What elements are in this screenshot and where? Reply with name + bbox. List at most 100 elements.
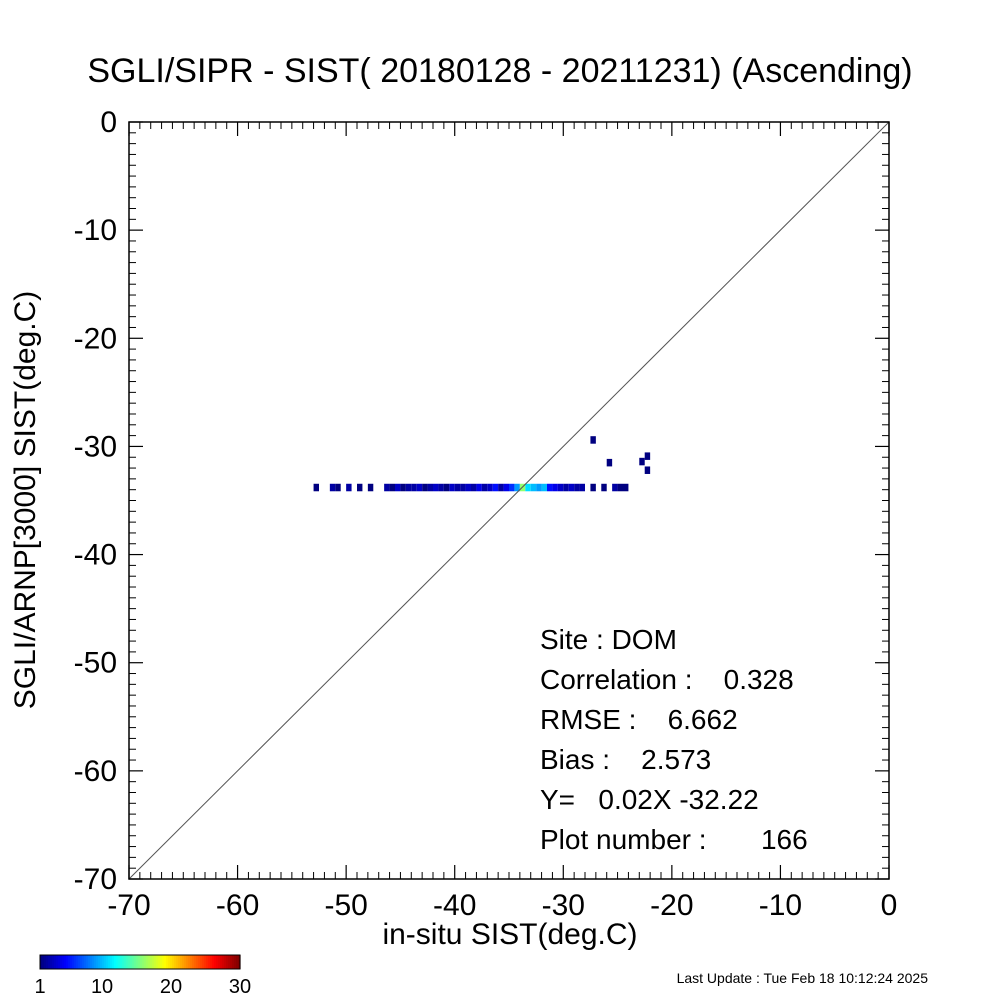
x-axis-label: in-situ SIST(deg.C) — [382, 918, 638, 951]
heatmap-cell — [433, 483, 439, 492]
stats-panel: Site : DOM Correlation : 0.328 RMSE : 6.… — [540, 620, 808, 860]
colorbar-segment — [100, 955, 103, 969]
colorbar: 1 10 20 30 — [34, 954, 251, 998]
colorbar-segment — [104, 955, 107, 969]
heatmap-cell — [416, 483, 423, 492]
colorbar-segment — [86, 955, 89, 969]
heatmap-cell — [481, 483, 488, 492]
heatmap-cell — [367, 483, 374, 492]
colorbar-segment — [208, 955, 211, 969]
heatmap-cell — [563, 483, 569, 492]
colorbar-segment — [212, 955, 215, 969]
colorbar-segment — [40, 955, 43, 969]
colorbar-segment — [238, 955, 241, 969]
colorbar-tick-label: 10 — [91, 976, 113, 998]
colorbar-segment — [70, 955, 73, 969]
colorbar-segment — [196, 955, 199, 969]
colorbar-segment — [186, 955, 189, 969]
heatmap-cell — [405, 483, 412, 492]
heatmap-cell — [503, 483, 509, 492]
stat-correlation: Correlation : 0.328 — [540, 664, 794, 695]
colorbar-segment — [46, 955, 49, 969]
heatmap-cell — [465, 483, 471, 492]
y-tick-label: -30 — [74, 430, 117, 463]
colorbar-segment — [84, 955, 87, 969]
heatmap-cell — [443, 483, 450, 492]
colorbar-segment — [180, 955, 183, 969]
colorbar-segment — [128, 955, 131, 969]
colorbar-segment — [236, 955, 239, 969]
y-tick-label: -70 — [74, 863, 117, 896]
colorbar-segment — [200, 955, 203, 969]
heatmap-cell — [601, 483, 607, 492]
colorbar-segment — [68, 955, 71, 969]
colorbar-segment — [72, 955, 75, 969]
heatmap-cell — [509, 483, 515, 492]
colorbar-segment — [174, 955, 177, 969]
colorbar-segment — [144, 955, 147, 969]
colorbar-segment — [94, 955, 97, 969]
colorbar-segment — [60, 955, 63, 969]
heatmap-cell — [335, 483, 341, 492]
y-tick-label: -40 — [74, 539, 117, 572]
colorbar-segment — [66, 955, 69, 969]
minor-ticks — [129, 122, 889, 879]
colorbar-segment — [182, 955, 185, 969]
colorbar-segment — [214, 955, 217, 969]
heatmap-cell — [357, 483, 363, 492]
y-axis-label: SGLI/ARNP[3000] SIST(deg.C) — [9, 290, 42, 710]
colorbar-segment — [96, 955, 99, 969]
colorbar-segment — [194, 955, 197, 969]
x-tick-label: -20 — [650, 889, 693, 922]
colorbar-segment — [234, 955, 237, 969]
colorbar-segment — [90, 955, 93, 969]
colorbar-segment — [190, 955, 193, 969]
heatmap-cell — [313, 483, 319, 492]
colorbar-segment — [188, 955, 191, 969]
colorbar-segment — [160, 955, 163, 969]
colorbar-segment — [54, 955, 57, 969]
colorbar-segment — [142, 955, 145, 969]
colorbar-segment — [158, 955, 161, 969]
heatmap-cell — [476, 483, 482, 492]
heatmap-cell — [579, 483, 585, 492]
colorbar-segment — [44, 955, 47, 969]
colorbar-segment — [176, 955, 179, 969]
heatmap-cell — [395, 483, 401, 492]
y-tick-label: 0 — [100, 106, 117, 139]
heatmap-cells — [313, 436, 651, 492]
heatmap-cell — [552, 483, 558, 492]
heatmap-cell — [568, 483, 575, 492]
colorbar-segment — [202, 955, 205, 969]
colorbar-segment — [138, 955, 141, 969]
x-tick-label: -40 — [433, 889, 476, 922]
stat-plot-number: Plot number : 166 — [540, 824, 808, 855]
colorbar-segment — [226, 955, 229, 969]
chart-title: SGLI/SIPR - SIST( 20180128 - 20211231) (… — [87, 52, 913, 90]
colorbar-segment — [62, 955, 65, 969]
x-tick-label: -10 — [759, 889, 802, 922]
heatmap-cell — [498, 483, 504, 492]
colorbar-segment — [82, 955, 85, 969]
colorbar-segment — [204, 955, 207, 969]
colorbar-frame — [39, 954, 241, 970]
colorbar-segment — [108, 955, 111, 969]
heatmap-cell — [536, 483, 542, 492]
colorbar-segment — [118, 955, 121, 969]
last-update-text: Last Update : Tue Feb 18 10:12:24 2025 — [676, 970, 928, 986]
colorbar-segment — [98, 955, 101, 969]
x-tick-label: -60 — [216, 889, 259, 922]
major-ticks — [128, 121, 890, 880]
colorbar-segment — [80, 955, 83, 969]
stat-rmse: RMSE : 6.662 — [540, 704, 738, 735]
y-tick-label: -50 — [74, 647, 117, 680]
heatmap-cell — [411, 483, 417, 492]
colorbar-segment — [48, 955, 51, 969]
heatmap-cell — [644, 452, 651, 460]
heatmap-cell — [541, 483, 547, 492]
stat-bias: Bias : 2.573 — [540, 744, 712, 775]
heatmap-cell — [422, 483, 428, 492]
heatmap-cell — [514, 483, 520, 492]
heatmap-cell — [384, 483, 390, 492]
